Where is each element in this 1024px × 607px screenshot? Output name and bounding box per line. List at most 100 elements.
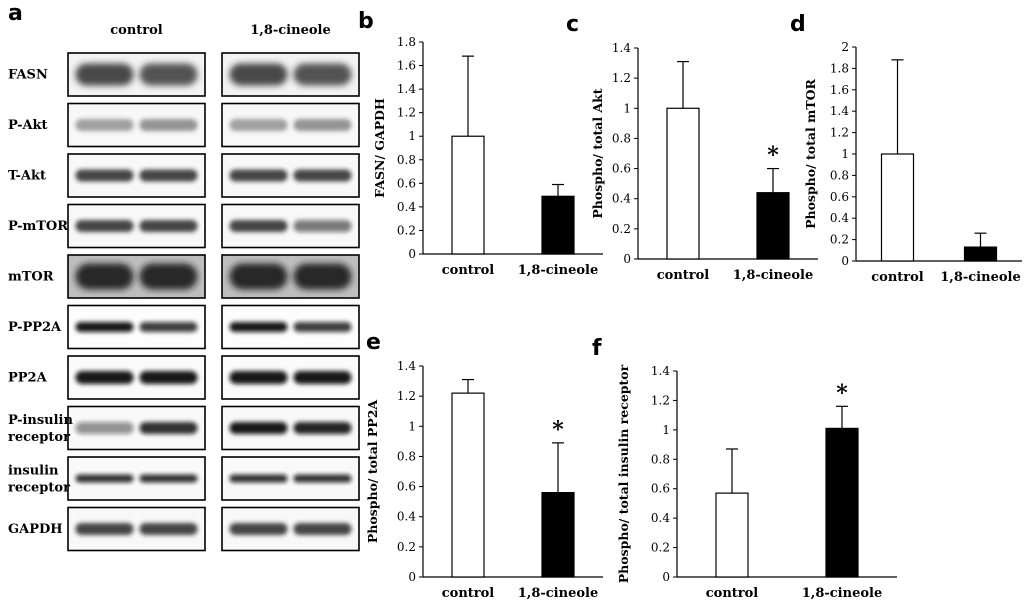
blot-band — [293, 220, 352, 232]
y-tick-label: 0.2 — [397, 540, 416, 554]
x-tick-label: control — [442, 586, 495, 601]
blot-band — [229, 322, 288, 332]
y-tick-label: 1.2 — [830, 126, 849, 140]
blot-band — [139, 220, 198, 232]
y-tick-label: 0.4 — [612, 192, 631, 206]
blot-band — [229, 119, 288, 131]
blot-box — [221, 203, 360, 249]
blot-box-border — [67, 355, 206, 400]
y-tick-label: 0.8 — [651, 452, 670, 466]
blot-box — [67, 456, 206, 501]
y-tick-label: 1.4 — [651, 364, 670, 378]
bar-cineole — [756, 192, 790, 260]
blot-box — [67, 102, 206, 148]
chart-e: e 0 0.2 0.4 0.6 0.8 1 1.2 1.4 Phospho/ total PP2A… — [365, 330, 603, 601]
y-tick-label: 1.8 — [397, 35, 416, 49]
blot-band — [139, 263, 198, 290]
y-tick-label: 1.2 — [397, 389, 416, 403]
blot-box — [221, 254, 360, 299]
blot-box — [221, 52, 360, 97]
y-tick-label: 0 — [408, 570, 416, 584]
blot-row-label: P-insulin — [8, 413, 73, 428]
blot-box-border — [221, 254, 360, 299]
blot-band — [139, 169, 198, 182]
x-tick-label: control — [871, 270, 924, 285]
blot-band — [139, 63, 198, 86]
blot-band — [139, 523, 198, 535]
blot-band — [75, 474, 134, 483]
blot-box-border — [67, 203, 206, 249]
blot-band — [75, 169, 134, 182]
blot-band — [229, 220, 288, 232]
y-tick-label: 0.4 — [830, 211, 849, 225]
x-tick-label: 1,8-cineole — [940, 270, 1020, 285]
blot-box-border — [221, 102, 360, 148]
y-tick-label: 0.8 — [397, 449, 416, 463]
x-tick-label: control — [657, 268, 710, 283]
y-tick-label: 0.2 — [397, 223, 416, 237]
blot-band — [75, 220, 134, 232]
blot-band — [229, 371, 288, 384]
y-tick-label: 1.6 — [830, 83, 849, 97]
y-tick-label: 0 — [662, 570, 670, 584]
blot-band — [75, 119, 134, 131]
y-tick-label: 1.4 — [830, 104, 849, 118]
y-tick-label: 0.4 — [651, 511, 670, 525]
blot-box-border — [221, 153, 360, 198]
blot-band — [293, 63, 352, 86]
blot-row-label: P-Akt — [8, 118, 48, 133]
blot-band — [293, 422, 352, 434]
y-tick-label: 1.6 — [397, 59, 416, 73]
blot-box — [221, 304, 360, 350]
blot-row-label: GAPDH — [8, 522, 63, 537]
blot-box-border — [67, 405, 206, 451]
y-tick-label: 1 — [408, 129, 416, 143]
panel-letter-f: f — [592, 336, 602, 361]
blot-box — [67, 506, 206, 552]
x-tick-label: 1,8-cineole — [802, 586, 882, 601]
x-tick-label: control — [706, 586, 759, 601]
y-tick-label: 1 — [408, 419, 416, 433]
blot-box — [67, 405, 206, 451]
bar-control — [715, 492, 749, 578]
y-axis-label: Phospho/ total insulin receptor — [616, 364, 631, 583]
blot-box-border — [67, 456, 206, 501]
bar-charts: b 0 0.2 0.4 0.6 0.8 1 1.2 1.4 1.6 1.8 FASN/ GAPDH co… — [358, 9, 1022, 601]
chart-d: d 0 0.2 0.4 0.6 0.8 1 1.2 1.4 1.6 1.8 2 Phospho/ tot… — [790, 12, 1022, 285]
blot-box-border — [221, 52, 360, 97]
y-tick-label: 0.6 — [651, 482, 670, 496]
blot-box — [221, 355, 360, 400]
y-tick-label: 0 — [408, 247, 416, 261]
bar-control — [451, 392, 485, 578]
y-tick-label: 1.2 — [612, 71, 631, 85]
blot-band — [229, 169, 288, 182]
blot-box-border — [221, 304, 360, 350]
blot-band — [75, 523, 134, 535]
blot-band — [293, 474, 352, 483]
blot-band — [293, 119, 352, 131]
blot-box — [221, 153, 360, 198]
bar-control — [880, 153, 915, 262]
chart-c: c 0 0.2 0.4 0.6 0.8 1 1.2 1.4 Phospho/ total Akt c… — [566, 12, 818, 283]
blot-box — [221, 456, 360, 501]
bar-control — [451, 135, 485, 255]
blot-box — [67, 355, 206, 400]
panel-letter-c: c — [566, 12, 579, 37]
y-axis-label: Phospho/ total mTOR — [803, 78, 818, 228]
y-tick-label: 1.4 — [612, 41, 631, 55]
blot-box-border — [221, 456, 360, 501]
blot-box — [221, 405, 360, 451]
blot-box-border — [67, 52, 206, 97]
blot-row-label: receptor — [8, 430, 70, 445]
blot-box — [67, 203, 206, 249]
blot-box-border — [221, 405, 360, 451]
significance-star: * — [552, 417, 564, 443]
panel-letter-d: d — [790, 12, 806, 37]
bar-cineole — [541, 195, 575, 255]
y-tick-label: 1 — [623, 101, 631, 115]
y-tick-label: 0.8 — [830, 168, 849, 182]
bar-control — [666, 107, 700, 260]
x-tick-label: control — [442, 263, 495, 278]
blot-box-border — [221, 506, 360, 552]
